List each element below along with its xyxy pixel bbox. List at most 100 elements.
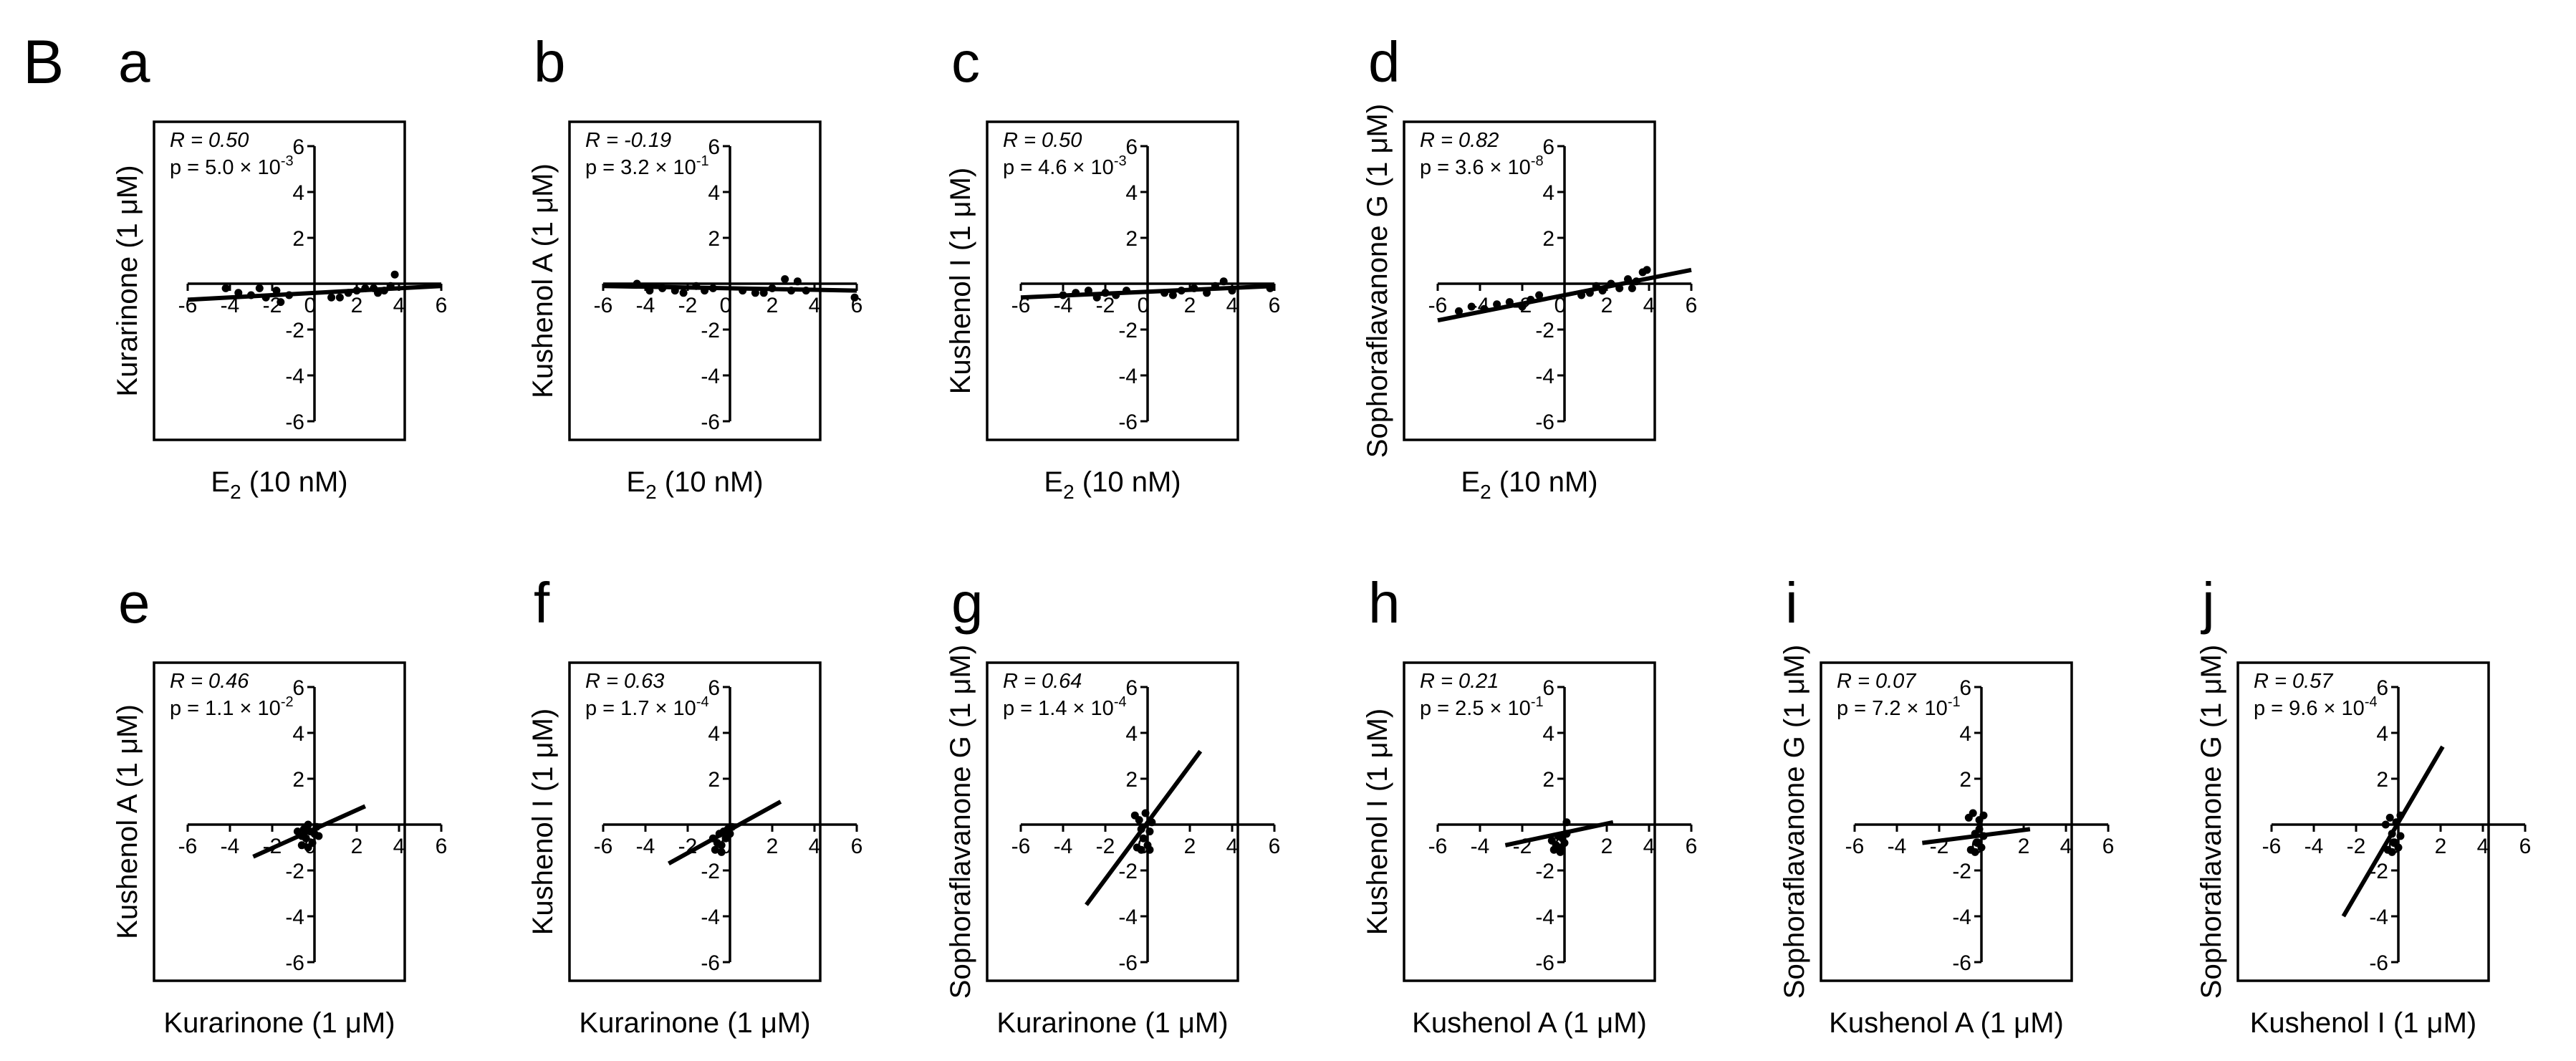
r-value: R = 0.46 <box>170 670 249 693</box>
x-tick-label: 6 <box>436 294 448 317</box>
y-tick-label: 6 <box>292 135 304 159</box>
data-point <box>1556 848 1565 856</box>
y-axis-label: Sophoraflavanone G (1 μM) <box>945 645 976 999</box>
y-tick-label: -2 <box>701 319 720 342</box>
p-value-exponent: -4 <box>1114 694 1127 710</box>
x-tick-label: 2 <box>766 294 779 317</box>
x-axis-label: Kushenol I (1 μM) <box>2250 1007 2477 1039</box>
data-point <box>335 293 344 302</box>
p-value-exponent: -8 <box>1531 153 1544 169</box>
data-point <box>1455 307 1463 315</box>
panel-letter: c <box>951 30 980 94</box>
panel-letter: j <box>2201 571 2215 635</box>
data-point <box>1168 291 1177 299</box>
data-point <box>1266 284 1274 292</box>
data-point <box>1615 284 1624 292</box>
data-point <box>1139 834 1148 842</box>
x-tick-label: 2 <box>2435 835 2447 858</box>
data-point <box>1592 282 1600 290</box>
data-point <box>768 284 777 292</box>
data-point <box>285 291 294 299</box>
data-point <box>2388 830 2396 838</box>
y-tick-label: 2 <box>1959 768 1971 792</box>
data-point <box>781 275 789 284</box>
x-tick-label: -6 <box>594 294 613 317</box>
panel-letter: a <box>118 30 150 94</box>
p-value: p = 1.1 × 10-2 <box>170 694 294 720</box>
data-point <box>1137 825 1145 833</box>
x-tick-label: -6 <box>594 835 613 858</box>
y-tick-label: 6 <box>1542 676 1554 700</box>
p-value-base: p = 3.6 × 10 <box>1420 156 1531 179</box>
data-point <box>701 287 709 295</box>
data-point <box>2385 813 2394 822</box>
data-point <box>850 293 859 302</box>
data-point <box>302 834 310 842</box>
p-value-exponent: -3 <box>281 153 294 169</box>
p-value-base: p = 5.0 × 10 <box>170 156 281 179</box>
data-point <box>1977 843 1986 852</box>
x-axis-label: E2 (10 nM) <box>211 466 347 503</box>
y-tick-label: -4 <box>2369 906 2388 929</box>
p-value: p = 7.2 × 10-1 <box>1837 694 1961 720</box>
x-tick-label: 6 <box>2519 835 2532 858</box>
data-point <box>221 284 230 292</box>
x-axis-label-main: Kurarinone (1 μM) <box>579 1007 810 1039</box>
y-axis-label: Kushenol I (1 μM) <box>527 709 559 936</box>
p-value-exponent: -4 <box>2365 694 2378 710</box>
data-point <box>1219 277 1228 286</box>
data-point <box>386 282 395 290</box>
y-tick-label: 6 <box>708 135 720 159</box>
data-point <box>633 279 641 288</box>
x-tick-label: -4 <box>636 294 655 317</box>
x-tick-label: 4 <box>1643 835 1655 858</box>
data-point <box>787 287 796 295</box>
x-tick-label: 2 <box>1601 835 1613 858</box>
x-axis-label-subscript: 2 <box>1063 481 1075 503</box>
y-tick-label: -6 <box>1118 411 1138 434</box>
r-value: R = 0.50 <box>1003 129 1082 152</box>
r-value: R = 0.57 <box>2254 670 2334 693</box>
y-tick-label: -6 <box>1118 951 1138 975</box>
x-tick-label: 2 <box>766 835 779 858</box>
data-point <box>717 848 726 856</box>
y-axis-label: Kushenol I (1 μM) <box>945 168 976 395</box>
data-point <box>2388 848 2396 856</box>
panel-letter: e <box>118 571 150 635</box>
x-tick-label: -2 <box>2347 835 2366 858</box>
x-tick-label: 4 <box>2060 835 2072 858</box>
x-tick-label: -2 <box>678 294 698 317</box>
plot-frame <box>153 661 406 982</box>
y-axis-label: Kushenol I (1 μM) <box>1362 709 1393 936</box>
plot-frame <box>1403 661 1656 982</box>
x-axis-label: Kurarinone (1 μM) <box>163 1007 395 1039</box>
data-point <box>2392 818 2400 827</box>
data-point <box>1979 832 1988 840</box>
data-point <box>1643 266 1651 274</box>
data-point <box>261 293 270 302</box>
y-tick-label: 2 <box>1125 227 1138 251</box>
x-tick-label: -6 <box>1428 294 1448 317</box>
y-tick-label: -2 <box>1535 319 1554 342</box>
plot-frame <box>2236 661 2490 982</box>
data-point <box>1101 289 1110 297</box>
y-tick-label: -4 <box>1118 365 1138 388</box>
x-axis-label-subscript: 2 <box>645 481 657 503</box>
p-value: p = 9.6 × 10-4 <box>2254 694 2378 720</box>
data-point <box>1084 287 1092 295</box>
r-value: R = 0.63 <box>585 670 664 693</box>
x-axis-label-main: E <box>211 466 230 498</box>
y-tick-label: -6 <box>701 951 720 975</box>
x-tick-label: -6 <box>1011 835 1031 858</box>
p-value: p = 5.0 × 10-3 <box>170 153 294 179</box>
y-tick-label: -2 <box>285 860 304 883</box>
data-point <box>1975 825 1984 833</box>
x-tick-label: 0 <box>1138 294 1150 317</box>
y-tick-label: 4 <box>1542 722 1554 746</box>
data-point <box>1518 302 1527 311</box>
y-tick-label: 4 <box>292 722 304 746</box>
data-point <box>1607 279 1615 288</box>
